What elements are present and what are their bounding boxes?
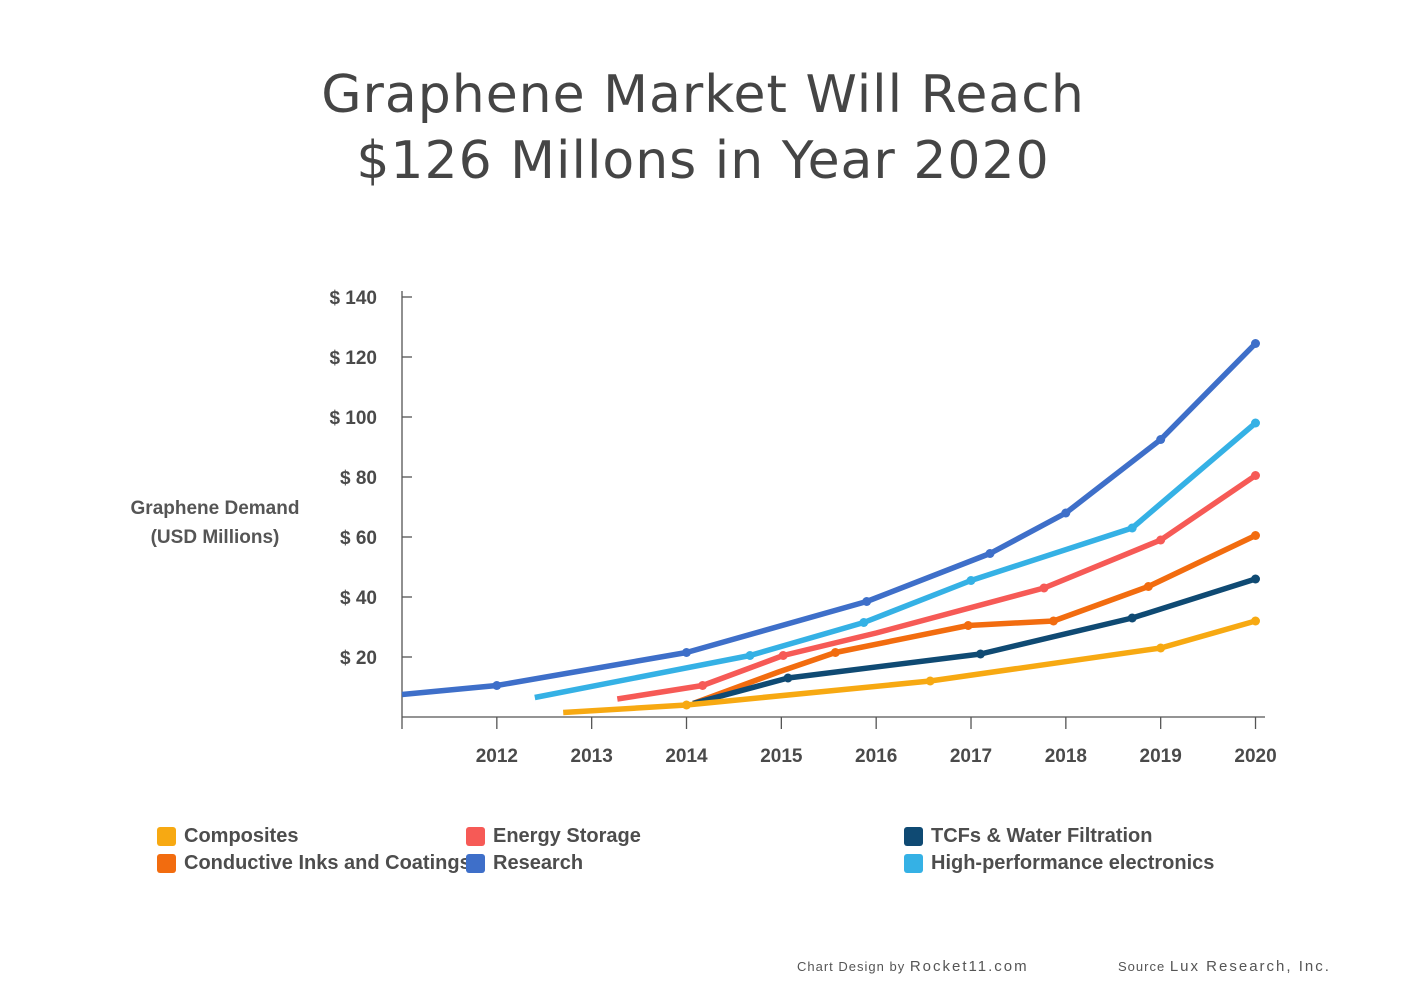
series-research bbox=[401, 339, 1260, 698]
data-point-energy-storage bbox=[1251, 471, 1260, 480]
source-name: Lux Research, Inc. bbox=[1169, 958, 1331, 975]
chart-design-name: Rocket11.com bbox=[909, 958, 1029, 975]
legend-item-composites: Composites bbox=[157, 824, 298, 848]
chart-design-credit: Chart Design by Rocket11.com bbox=[797, 958, 1029, 975]
data-point-conductive-inks-and-coatings bbox=[1251, 531, 1260, 540]
series-conductive-inks-and-coatings bbox=[692, 531, 1260, 707]
data-point-energy-storage bbox=[1156, 535, 1166, 545]
data-point-research bbox=[985, 549, 995, 558]
data-point-research bbox=[492, 681, 502, 690]
legend-label: High-performance electronics bbox=[931, 851, 1215, 874]
data-point-composites bbox=[682, 700, 691, 710]
data-point-research bbox=[862, 597, 872, 606]
series-line-high-performance-electronics bbox=[534, 420, 1258, 701]
data-point-composites bbox=[925, 676, 935, 686]
data-point-composites bbox=[1251, 616, 1260, 626]
x-tick-label: 2015 bbox=[760, 746, 803, 767]
legend-swatch bbox=[904, 853, 923, 873]
data-point-tcfs-water-filtration bbox=[783, 673, 793, 683]
legend-label: Research bbox=[493, 851, 584, 874]
data-point-tcfs-water-filtration bbox=[976, 649, 985, 659]
data-point-energy-storage bbox=[698, 681, 708, 690]
data-point-high-performance-electronics bbox=[745, 651, 755, 660]
data-point-high-performance-electronics bbox=[859, 618, 869, 627]
legend-swatch bbox=[157, 853, 176, 873]
legend-item-conductive-inks-and-coatings: Conductive Inks and Coatings bbox=[157, 851, 471, 875]
chart-design-label: Chart Design by bbox=[797, 959, 906, 974]
legend-swatch bbox=[904, 826, 923, 846]
data-point-tcfs-water-filtration bbox=[1127, 613, 1137, 623]
legend-item-tcfs-water-filtration: TCFs & Water Filtration bbox=[904, 824, 1152, 848]
data-point-high-performance-electronics bbox=[966, 576, 976, 585]
y-tick-label: $ 20 bbox=[340, 648, 377, 669]
y-axis-label-line-1: Graphene Demand bbox=[130, 498, 300, 519]
source-credit: Source Lux Research, Inc. bbox=[1118, 958, 1331, 975]
source-label: Source bbox=[1118, 959, 1166, 974]
series-composites bbox=[563, 616, 1260, 716]
legend-label: Composites bbox=[184, 824, 299, 847]
y-tick-label: $ 60 bbox=[340, 528, 377, 549]
data-point-energy-storage bbox=[778, 651, 788, 660]
data-point-research bbox=[1156, 435, 1166, 444]
y-tick-label: $ 100 bbox=[329, 408, 377, 429]
data-point-research bbox=[1251, 339, 1260, 348]
legend-item-energy-storage: Energy Storage bbox=[466, 824, 641, 848]
x-tick-label: 2019 bbox=[1140, 746, 1182, 767]
series-high-performance-electronics bbox=[534, 418, 1260, 701]
y-axis-label-line-2: (USD Millions) bbox=[150, 527, 280, 548]
x-tick-label: 2017 bbox=[950, 746, 992, 767]
legend-label: TCFs & Water Filtration bbox=[931, 824, 1153, 847]
data-point-high-performance-electronics bbox=[1251, 418, 1260, 428]
legend-swatch bbox=[466, 826, 485, 846]
data-point-research bbox=[1061, 508, 1071, 518]
x-tick-label: 2020 bbox=[1234, 746, 1276, 767]
legend-swatch bbox=[157, 826, 176, 846]
data-point-conductive-inks-and-coatings bbox=[830, 648, 840, 657]
data-point-conductive-inks-and-coatings bbox=[1049, 616, 1058, 626]
y-axis-label: Graphene Demand (USD Millions) bbox=[110, 494, 320, 552]
y-tick-label: $ 140 bbox=[329, 288, 377, 309]
data-point-tcfs-water-filtration bbox=[1251, 574, 1260, 584]
legend-label: Energy Storage bbox=[493, 824, 641, 847]
x-tick-label: 2012 bbox=[476, 746, 518, 767]
chart-title-line-2: $126 Millons in Year 2020 bbox=[356, 131, 1050, 191]
chart-title: Graphene Market Will Reach $126 Millons … bbox=[0, 62, 1406, 194]
chart-title-line-1: Graphene Market Will Reach bbox=[321, 65, 1085, 125]
series-line-tcfs-water-filtration bbox=[692, 576, 1257, 707]
series-line-research bbox=[401, 341, 1258, 698]
data-point-composites bbox=[1156, 643, 1166, 653]
series-energy-storage bbox=[616, 471, 1260, 702]
chart-axes: $ 20 $ 40 $ 60 $ 80 $ 100 $ 120 $ 140 2012 2013 2… bbox=[329, 288, 1276, 767]
series-tcfs-water-filtration bbox=[692, 574, 1260, 707]
x-tick-label: 2013 bbox=[571, 746, 613, 767]
legend-item-high-performance-electronics: High-performance electronics bbox=[904, 851, 1214, 875]
data-point-conductive-inks-and-coatings bbox=[963, 621, 973, 630]
data-point-research bbox=[682, 648, 691, 657]
data-point-energy-storage bbox=[1039, 583, 1049, 593]
y-tick-label: $ 80 bbox=[340, 468, 377, 489]
data-point-high-performance-electronics bbox=[1127, 523, 1137, 533]
data-point-conductive-inks-and-coatings bbox=[1143, 582, 1153, 591]
legend-item-research: Research bbox=[466, 851, 583, 875]
x-tick-label: 2018 bbox=[1045, 746, 1087, 767]
legend-label: Conductive Inks and Coatings bbox=[184, 851, 471, 874]
legend-swatch bbox=[466, 853, 485, 873]
x-tick-label: 2016 bbox=[855, 746, 897, 767]
x-tick-label: 2014 bbox=[665, 746, 708, 767]
chart-series bbox=[401, 339, 1260, 716]
y-tick-label: $ 120 bbox=[329, 348, 377, 369]
y-tick-label: $ 40 bbox=[340, 588, 377, 609]
